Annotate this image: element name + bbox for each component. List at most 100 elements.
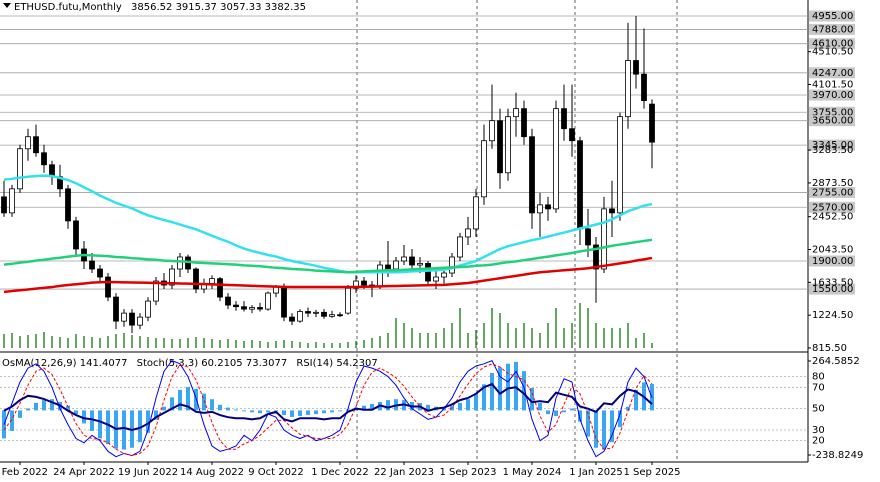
candle-body xyxy=(377,264,383,288)
volume-bar xyxy=(419,333,421,348)
candle-body xyxy=(521,108,527,138)
candle-body xyxy=(153,280,159,302)
osma-bar xyxy=(266,410,270,413)
volume-bar xyxy=(459,308,461,348)
osma-bar xyxy=(594,410,598,448)
volume-bar xyxy=(3,334,5,348)
osma-bar xyxy=(386,400,390,411)
volume-bar xyxy=(227,339,229,348)
y-tick-label: 4101.50 xyxy=(812,79,853,90)
osma-bar xyxy=(634,389,638,411)
osma-bar xyxy=(98,410,102,439)
candle-body xyxy=(73,220,79,250)
moving-average xyxy=(3,174,653,274)
osma-bar xyxy=(602,410,606,450)
candle-body xyxy=(65,188,71,222)
osma-bar xyxy=(618,410,622,428)
osma-bar xyxy=(506,363,510,411)
candle-body xyxy=(1,196,7,214)
candle-body xyxy=(305,311,311,314)
candle-body xyxy=(489,120,495,142)
volume-bar xyxy=(155,338,157,348)
x-tick-label: 7 Feb 2022 xyxy=(0,467,48,478)
candle-body xyxy=(233,304,239,308)
volume-bar xyxy=(467,333,469,348)
candle-body xyxy=(329,314,335,317)
y-tick-label: 2873.50 xyxy=(812,178,853,189)
candle-body xyxy=(281,286,287,318)
candle-body xyxy=(617,116,623,214)
level-label: 4788.00 xyxy=(812,24,853,35)
level-label-box xyxy=(809,115,855,127)
osma-bar xyxy=(226,407,230,411)
volume-bar xyxy=(179,339,181,348)
moving-average xyxy=(3,238,653,274)
y2-tick-label: 264.5852 xyxy=(812,356,860,367)
level-label-box xyxy=(809,255,855,267)
osma-bar xyxy=(426,404,430,411)
volume-bar xyxy=(19,336,21,348)
osma-bar xyxy=(514,361,518,411)
menu-icon xyxy=(3,3,11,8)
candle-body xyxy=(481,140,487,198)
volume-bar xyxy=(475,330,477,348)
candle-body xyxy=(561,108,567,130)
volume-bar xyxy=(403,323,405,348)
level-label: 3970.00 xyxy=(812,90,853,101)
candle-body xyxy=(441,272,447,278)
osma-bar xyxy=(218,404,222,411)
osma-bar xyxy=(186,387,190,411)
stoch-line xyxy=(3,359,653,458)
level-label: 3650.00 xyxy=(812,116,853,127)
candle-body xyxy=(345,287,351,314)
candle-body xyxy=(545,204,551,210)
y2-tick-label: -238.8249 xyxy=(812,450,863,461)
osma-bar xyxy=(458,402,462,411)
candle-body xyxy=(417,262,423,266)
moving-average xyxy=(3,256,653,294)
volume-bar xyxy=(523,323,525,348)
volume-bar xyxy=(323,343,325,348)
osma-bar xyxy=(106,410,110,445)
candle-body xyxy=(593,244,599,270)
candle-body xyxy=(361,280,367,286)
level-label-box xyxy=(809,23,855,35)
volume-bar xyxy=(443,328,445,348)
rsi-line xyxy=(3,382,653,432)
x-tick-label: 14 Aug 2022 xyxy=(180,467,244,478)
volume-bar xyxy=(547,323,549,348)
level-label: 4955.00 xyxy=(812,11,853,22)
close-value: 3382.35 xyxy=(265,2,306,13)
osma-bar xyxy=(626,406,630,411)
osma-bar xyxy=(610,410,614,443)
candle-body xyxy=(569,128,575,142)
symbol: ETHUSD.futu,Monthly xyxy=(14,2,122,13)
osma-bar xyxy=(250,410,254,413)
volume-bar xyxy=(483,323,485,348)
candle-body xyxy=(553,108,559,210)
osma-bar xyxy=(122,410,126,450)
candle-body xyxy=(609,208,615,214)
candle-body xyxy=(577,140,583,230)
volume-bar xyxy=(371,338,373,348)
osma-bar xyxy=(298,410,302,417)
volume-bar xyxy=(43,332,45,348)
candle-body xyxy=(289,316,295,322)
candle-body xyxy=(633,60,639,75)
candle-body xyxy=(121,312,127,322)
candle-body xyxy=(257,307,263,310)
volume-bar xyxy=(491,308,493,348)
volume-bar xyxy=(411,328,413,348)
candle-body xyxy=(401,256,407,262)
osma-bar xyxy=(314,410,318,415)
y-tick-label: 30 xyxy=(812,425,825,436)
osma-bar xyxy=(146,410,150,433)
volume-bar xyxy=(75,334,77,348)
candle-body xyxy=(193,268,199,290)
osma-bar xyxy=(66,405,70,411)
osma-bar xyxy=(178,389,182,411)
osma-bar xyxy=(290,410,294,417)
volume-bar xyxy=(35,334,37,348)
level-label: 3345.00 xyxy=(812,140,853,151)
candle-body xyxy=(97,268,103,278)
